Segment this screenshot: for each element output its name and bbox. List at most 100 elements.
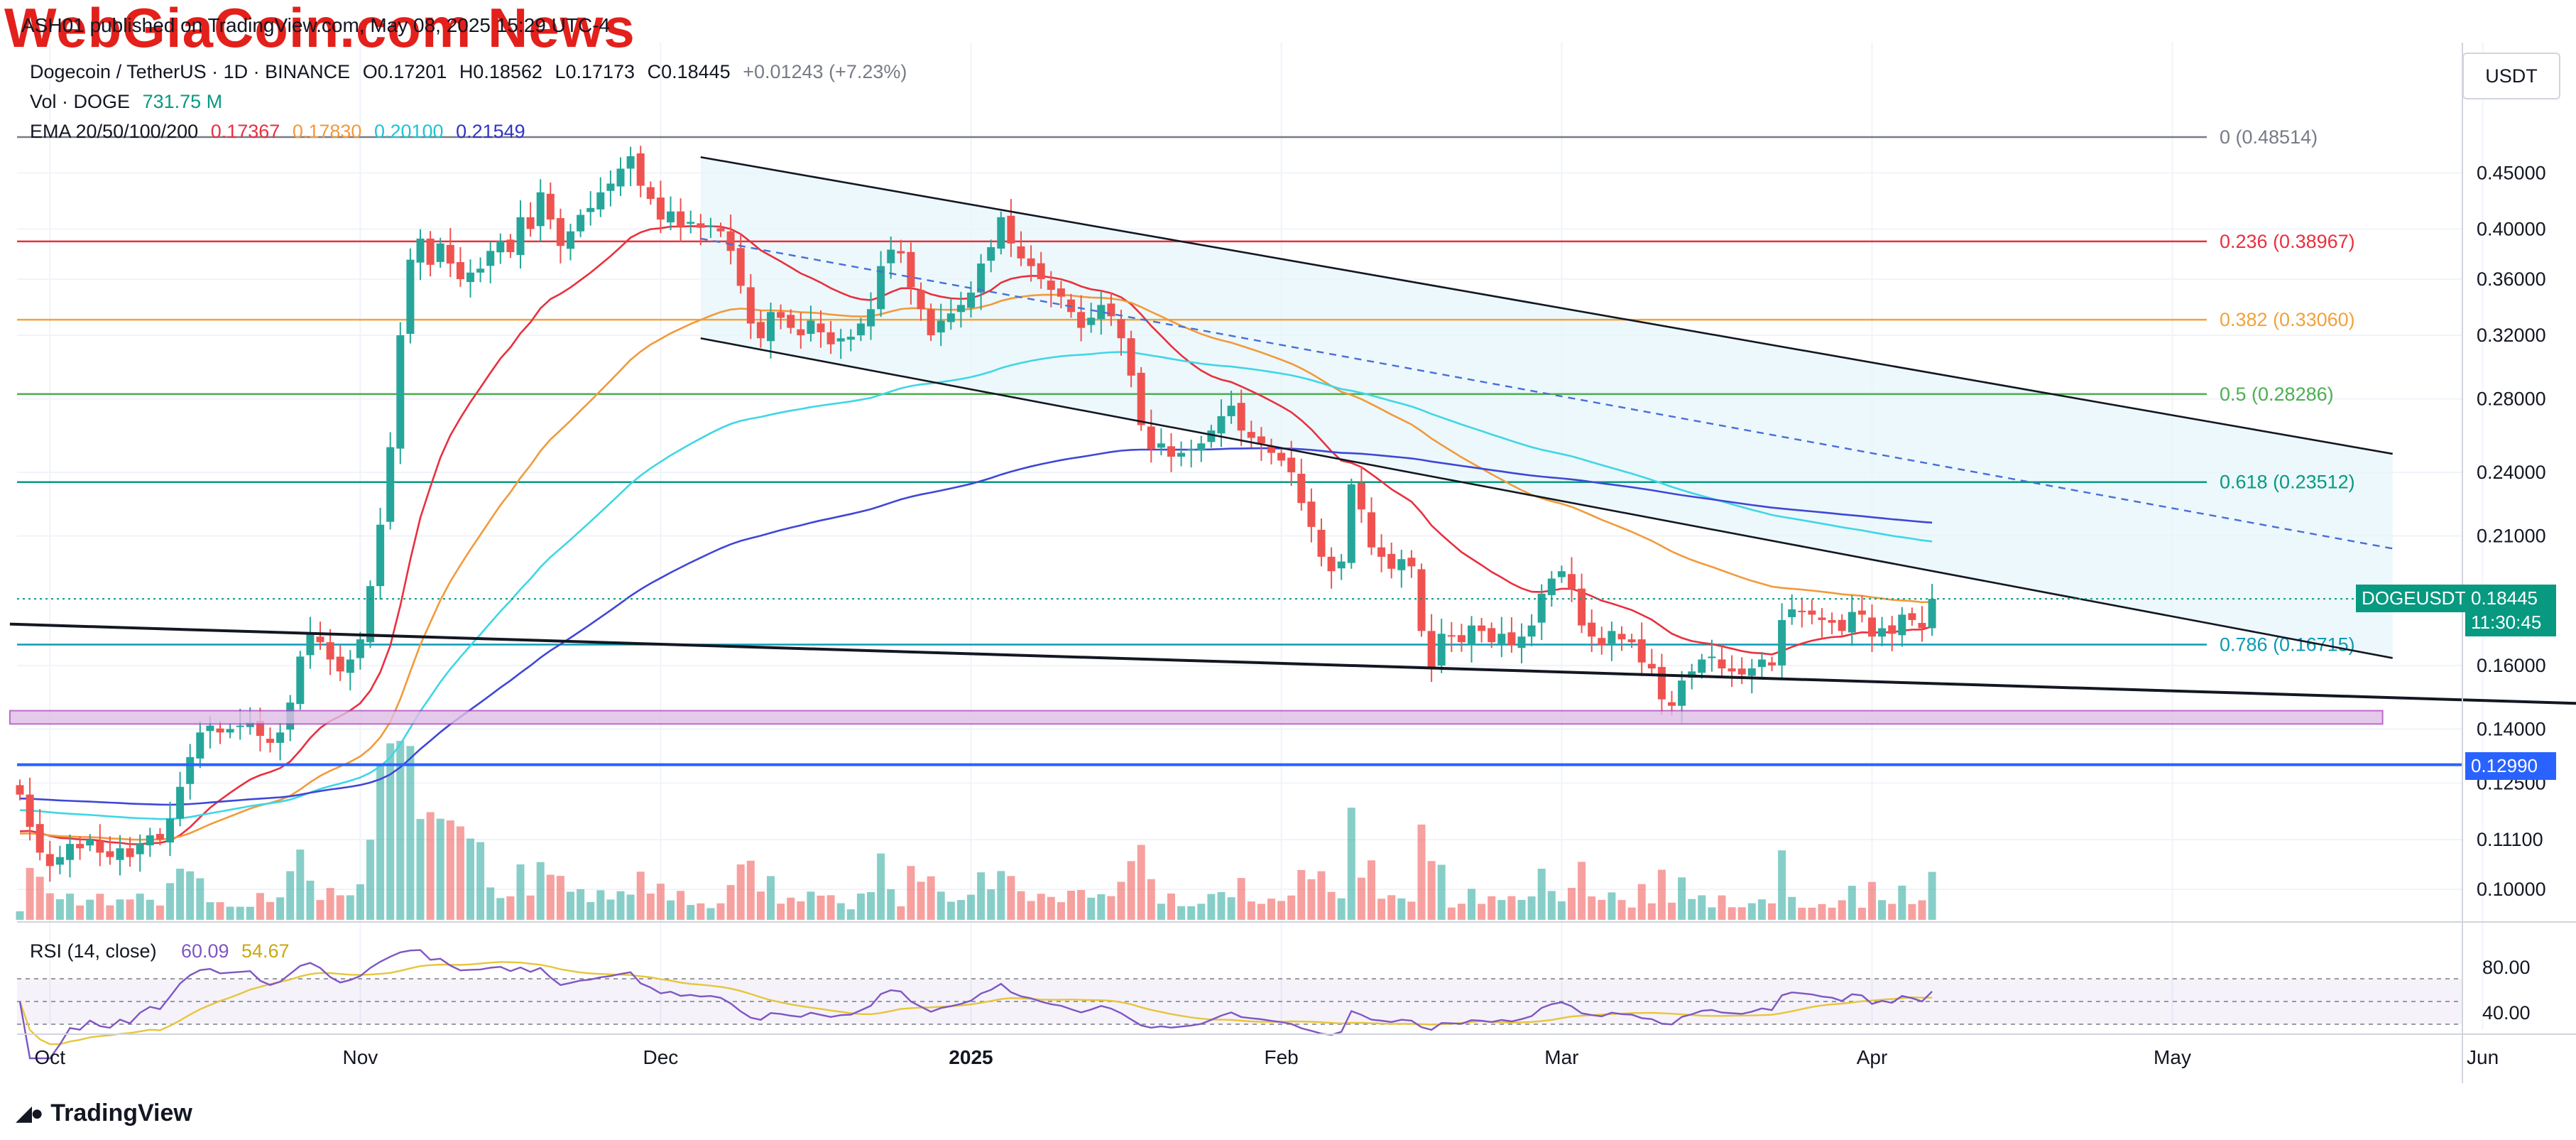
candle	[1537, 584, 1546, 641]
candle	[1277, 447, 1286, 467]
volume-bar	[616, 891, 625, 920]
rsi-pane: RSI (14, close) 60.09 54.67 80.00 40.00	[17, 940, 2531, 1060]
candle-body	[556, 218, 564, 246]
volume-bar	[526, 895, 535, 920]
volume-bar	[166, 883, 174, 920]
candle	[1317, 518, 1326, 567]
candle	[66, 834, 74, 878]
candle-body	[546, 193, 555, 220]
volume-bar	[1217, 891, 1226, 920]
candle	[887, 236, 895, 279]
ema-legend[interactable]: EMA 20/50/100/200 0.17367 0.17830 0.2010…	[30, 121, 533, 143]
volume-bar	[797, 901, 805, 920]
candle-body	[266, 739, 274, 743]
volume-bar	[1357, 877, 1365, 920]
volume-bar	[86, 899, 94, 920]
volume-bar	[406, 746, 415, 920]
tradingview-name: TradingView	[50, 1100, 192, 1127]
volume-legend[interactable]: Vol · DOGE 731.75 M	[30, 91, 229, 113]
candle-body	[1097, 305, 1106, 320]
ohlc-change: +0.01243 (+7.23%)	[743, 61, 907, 82]
volume-bar	[1247, 901, 1255, 920]
volume-bar	[436, 818, 444, 920]
volume-bar	[16, 911, 24, 920]
candle	[1698, 653, 1706, 679]
candle	[1878, 617, 1887, 646]
volume-bar	[917, 881, 925, 920]
volume-bar	[1617, 900, 1626, 920]
symbol-legend[interactable]: Dogecoin / TetherUS · 1D · BINANCE O0.17…	[30, 61, 914, 83]
candle	[486, 241, 495, 283]
candle-body	[1427, 631, 1436, 669]
ohlc-low: L0.17173	[555, 61, 635, 82]
candle	[1888, 616, 1896, 651]
candle-body	[1177, 452, 1186, 457]
candle	[1087, 303, 1096, 333]
candle-body	[1157, 443, 1165, 448]
candle	[1497, 617, 1506, 658]
candle-body	[787, 315, 795, 328]
volume-bar	[586, 901, 595, 920]
volume-bar	[897, 906, 905, 920]
volume-bar	[476, 842, 485, 920]
volume-bar	[1657, 869, 1666, 920]
candle-body	[1417, 569, 1426, 631]
candle	[96, 824, 104, 867]
candle	[1368, 497, 1375, 555]
candle-body	[1047, 281, 1055, 291]
volume-bar	[1878, 900, 1887, 920]
candle-body	[956, 305, 965, 313]
candle	[1267, 438, 1275, 465]
candle-body	[506, 239, 515, 253]
candle-body	[836, 338, 845, 342]
volume-bar	[887, 889, 895, 920]
volume-bar	[316, 900, 324, 920]
volume-bar	[1087, 897, 1096, 920]
volume-bar	[416, 819, 425, 920]
candle	[667, 196, 675, 230]
volume-bar	[1788, 896, 1796, 920]
candle	[1427, 614, 1436, 683]
candle	[426, 231, 435, 277]
candle-body	[577, 215, 585, 232]
tradingview-logo[interactable]: ◢● TradingView	[16, 1100, 192, 1127]
volume-bar	[1778, 850, 1786, 920]
volume-bar	[677, 891, 685, 920]
candle-body	[55, 857, 64, 865]
volume-bar	[496, 898, 505, 920]
candle	[1798, 597, 1806, 628]
candle-body	[196, 732, 204, 759]
volume-bar	[1918, 900, 1926, 920]
price-axis[interactable]: 0.45000 0.40000 0.36000 0.32000 0.28000 0.240…	[17, 43, 2576, 1083]
symbol-title[interactable]: Dogecoin / TetherUS · 1D · BINANCE	[30, 61, 351, 82]
candle	[1868, 604, 1876, 653]
candle	[1207, 425, 1216, 448]
candle-body	[1898, 614, 1906, 636]
volume-bar	[1257, 903, 1265, 920]
candle-body	[36, 824, 44, 853]
candle-body	[746, 287, 755, 324]
volume-bar	[1547, 891, 1556, 920]
candle	[1818, 608, 1826, 638]
currency-selector[interactable]: USDT	[2462, 53, 2560, 99]
candle-body	[416, 238, 425, 263]
candle-body	[406, 259, 415, 335]
volume-bar	[1517, 899, 1526, 920]
candle-body	[346, 659, 354, 673]
volume-bar	[1718, 895, 1726, 920]
last-price-tag: 0.18445	[2465, 585, 2556, 613]
price-tick-label: 0.11100	[2477, 829, 2543, 850]
candle-body	[736, 248, 745, 286]
candle-body	[1637, 639, 1646, 663]
candle-body	[155, 834, 164, 840]
candle-body	[826, 332, 835, 344]
volume-bar	[1297, 869, 1306, 920]
candle	[1637, 622, 1646, 676]
volume-bar	[45, 893, 54, 920]
time-axis[interactable]: Oct Nov Dec 2025 Feb Mar Apr May Jun	[17, 1033, 2576, 1068]
candle	[1347, 478, 1355, 569]
candle-body	[907, 251, 915, 288]
volume-bar	[1417, 824, 1426, 920]
candle	[626, 146, 635, 187]
